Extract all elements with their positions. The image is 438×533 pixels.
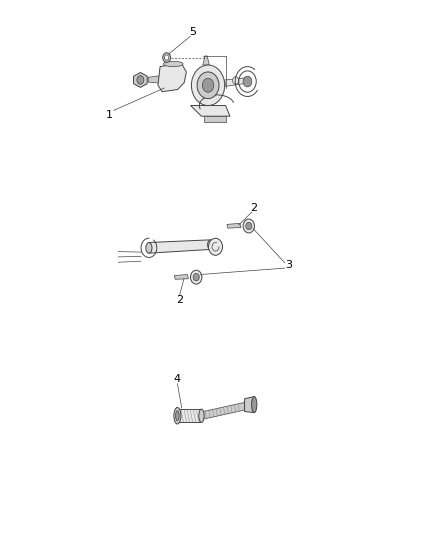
Circle shape	[243, 219, 254, 233]
Text: 1: 1	[106, 110, 113, 119]
Ellipse shape	[208, 240, 213, 249]
Text: 2: 2	[176, 295, 183, 304]
Circle shape	[243, 76, 252, 87]
Circle shape	[193, 273, 199, 281]
Text: 3: 3	[286, 261, 293, 270]
Circle shape	[246, 222, 252, 230]
Circle shape	[137, 76, 144, 84]
Polygon shape	[204, 116, 226, 122]
Polygon shape	[203, 56, 209, 65]
Ellipse shape	[251, 397, 257, 413]
Polygon shape	[158, 63, 186, 92]
Ellipse shape	[174, 407, 181, 424]
Ellipse shape	[163, 61, 183, 67]
Polygon shape	[177, 409, 201, 422]
Circle shape	[191, 270, 202, 284]
Polygon shape	[191, 106, 230, 116]
Polygon shape	[148, 76, 160, 83]
Polygon shape	[149, 240, 210, 253]
Ellipse shape	[176, 410, 179, 421]
Polygon shape	[227, 223, 241, 228]
Circle shape	[162, 53, 170, 62]
Circle shape	[164, 55, 169, 60]
Circle shape	[233, 77, 239, 84]
Text: 5: 5	[189, 27, 196, 37]
Polygon shape	[134, 72, 147, 87]
Text: 2: 2	[251, 203, 258, 213]
Polygon shape	[201, 402, 245, 419]
Circle shape	[202, 78, 214, 92]
Ellipse shape	[199, 409, 204, 422]
Circle shape	[197, 72, 219, 99]
Circle shape	[191, 65, 225, 106]
Text: 4: 4	[174, 375, 181, 384]
Polygon shape	[244, 397, 254, 413]
Ellipse shape	[146, 243, 152, 253]
Polygon shape	[225, 78, 247, 86]
Circle shape	[208, 238, 223, 255]
Polygon shape	[174, 274, 188, 279]
